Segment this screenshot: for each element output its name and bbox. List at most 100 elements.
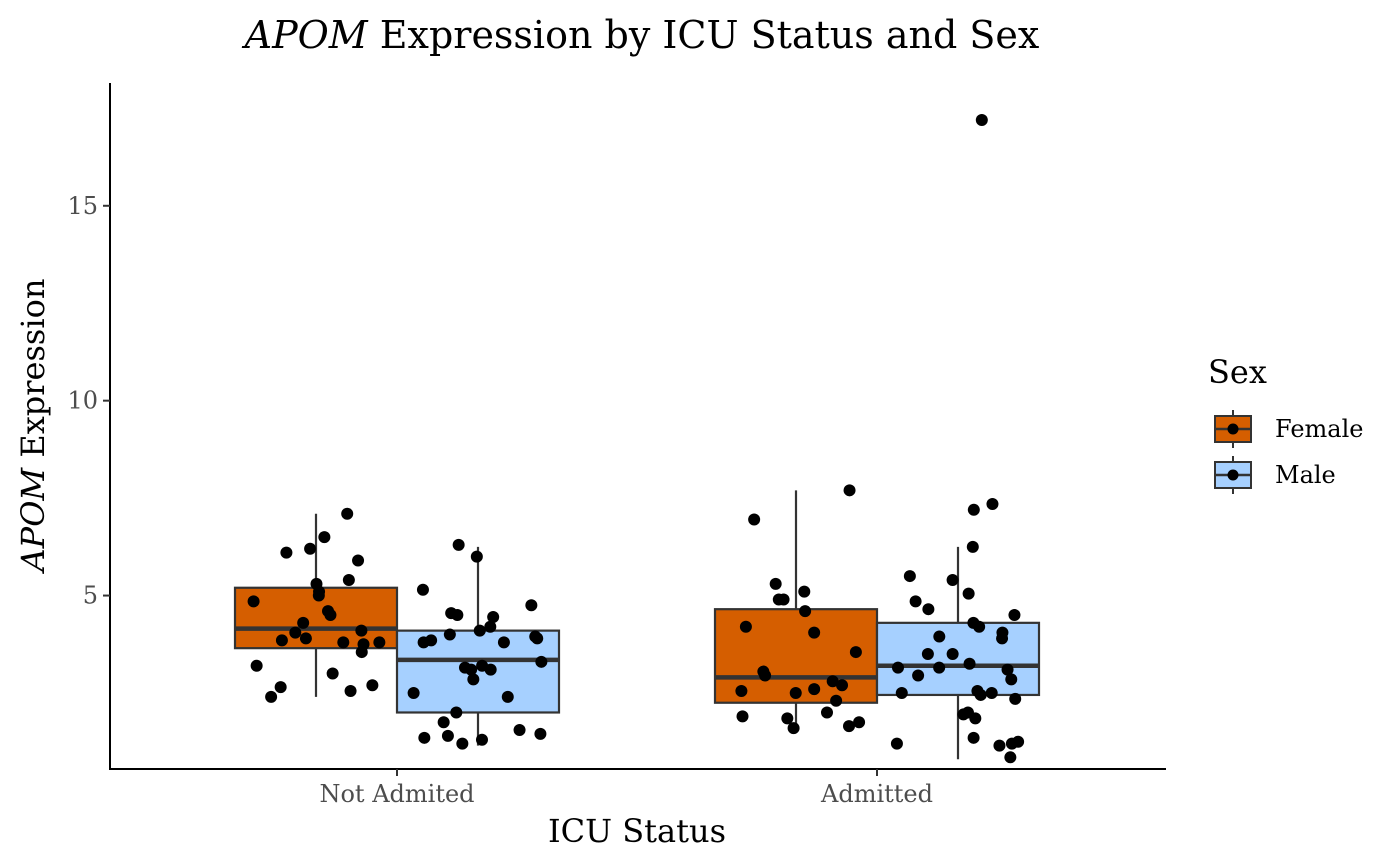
y-tick-label: 5 [83,582,98,610]
data-point [966,540,979,553]
data-point [933,630,946,643]
data-point [736,710,749,723]
data-point [443,628,456,641]
data-point [993,739,1006,752]
plot-area [233,114,1041,764]
data-point [497,636,510,649]
data-point [933,661,946,674]
y-axis-title: APOM Expression [14,279,52,575]
data-point [969,712,982,725]
data-point [1005,737,1018,750]
data-point [769,577,782,590]
chart-title-italic: APOM [242,13,369,57]
data-point [535,655,548,668]
data-point [318,531,331,544]
data-point [843,720,856,733]
data-point [312,589,325,602]
legend-key-point [1227,469,1239,481]
y-axis-title-rest: Expression [14,279,52,468]
data-point [826,675,839,688]
data-point [909,595,922,608]
data-point [467,673,480,686]
x-tick-label: Admitted [820,780,933,808]
legend-label: Male [1275,461,1336,489]
data-point [250,659,263,672]
data-point [451,609,464,622]
data-point [417,636,430,649]
data-point [890,737,903,750]
data-point [798,585,811,598]
data-point [973,620,986,633]
legend-key-point [1227,423,1239,435]
data-point [470,550,483,563]
data-point [946,573,959,586]
data-point [1005,673,1018,686]
data-point [452,538,465,551]
legend-label: Female [1275,415,1364,443]
data-point [777,593,790,606]
data-point [341,507,354,520]
legend-item-female: Female [1214,410,1364,448]
data-point [366,679,379,692]
data-point [962,587,975,600]
data-point [342,573,355,586]
data-point [484,663,497,676]
data-point [1004,751,1017,764]
data-point [441,729,454,742]
data-point [352,554,365,567]
data-point [304,542,317,555]
y-tick-label: 10 [67,387,98,415]
data-point [921,648,934,661]
data-point [437,716,450,729]
data-point [912,669,925,682]
data-point [501,690,514,703]
data-point [1008,609,1021,622]
data-point [836,679,849,692]
axis-ticks: 5 10 15 Not Admited Admitted [67,192,933,808]
data-point [787,722,800,735]
data-point [280,546,293,559]
y-axis-title-italic: APOM [14,467,52,575]
data-point [946,648,959,661]
data-point [967,731,980,744]
data-point [963,657,976,670]
data-point [456,737,469,750]
data-point [996,632,1009,645]
data-point [895,686,908,699]
legend-items: Female Male [1214,410,1364,494]
data-point [759,669,772,682]
data-point [789,686,802,699]
x-tick-label: Not Admited [319,780,474,808]
data-point [975,114,988,127]
legend-item-male: Male [1214,456,1336,494]
data-point [922,603,935,616]
data-point [808,683,821,696]
data-point [808,626,821,639]
data-point [475,733,488,746]
data-point [265,690,278,703]
data-point [985,686,998,699]
data-point [739,620,752,633]
data-point [967,503,980,516]
data-point [1001,663,1014,676]
data-point [275,634,288,647]
data-point [373,636,386,649]
data-point [853,716,866,729]
data-point [344,685,357,698]
y-tick-label: 15 [67,192,98,220]
x-axis-title: ICU Status [548,812,726,850]
data-point [735,685,748,698]
data-point [289,626,302,639]
data-point [450,706,463,719]
data-point [820,706,833,719]
data-point [355,646,368,659]
data-point [416,583,429,596]
data-point [986,497,999,510]
data-point [903,570,916,583]
legend: Sex Female Male [1208,353,1364,494]
data-point [525,599,538,612]
data-point [324,609,337,622]
chart-title: APOM Expression by ICU Status and Sex [242,13,1040,57]
data-point [781,712,794,725]
